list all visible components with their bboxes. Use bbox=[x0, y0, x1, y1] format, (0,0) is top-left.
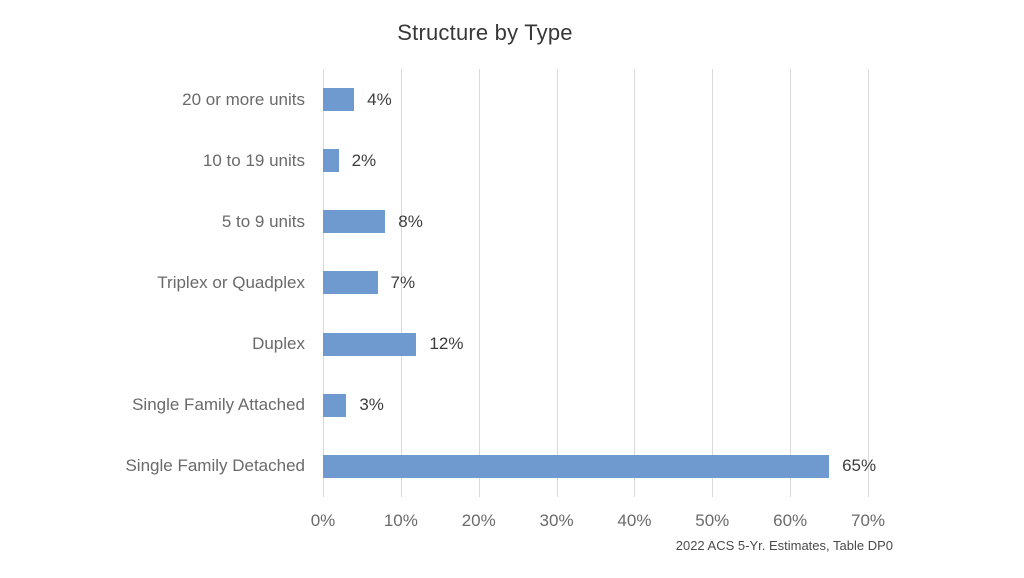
category-label: 10 to 19 units bbox=[202, 150, 305, 170]
bar bbox=[323, 210, 386, 234]
bar bbox=[323, 393, 347, 417]
bar-track: 4% bbox=[323, 69, 868, 130]
value-label: 12% bbox=[429, 334, 464, 354]
bar-track: 65% bbox=[323, 436, 876, 497]
value-label: 65% bbox=[842, 456, 877, 476]
bar-row: 10 to 19 units 2% bbox=[0, 130, 868, 191]
x-axis-tick-label: 20% bbox=[461, 511, 496, 530]
x-axis-tick-label: 0% bbox=[310, 511, 336, 530]
bar bbox=[323, 271, 378, 295]
category-label: Triplex or Quadplex bbox=[157, 272, 305, 292]
chart-title: Structure by Type bbox=[397, 20, 573, 45]
bar-row: Triplex or Quadplex 7% bbox=[0, 252, 868, 313]
bar-track: 3% bbox=[323, 375, 868, 436]
gridline bbox=[790, 69, 792, 497]
bar-row: Duplex 12% bbox=[0, 314, 868, 375]
source-note: 2022 ACS 5-Yr. Estimates, Table DP0 bbox=[675, 538, 893, 553]
bar bbox=[323, 454, 830, 478]
x-axis-tick-label: 60% bbox=[773, 511, 808, 530]
x-axis-tick-label: 30% bbox=[539, 511, 574, 530]
category-label: Duplex bbox=[252, 334, 305, 354]
gridline bbox=[556, 69, 558, 497]
gridline bbox=[478, 69, 480, 497]
value-label: 2% bbox=[351, 150, 377, 170]
chart-region: 20 or more units 4% 10 to 19 units 2% 5 … bbox=[0, 69, 876, 497]
category-label: 5 to 9 units bbox=[221, 211, 305, 231]
gridline bbox=[634, 69, 636, 497]
bar-row: Single Family Detached 65% bbox=[0, 436, 876, 497]
bar bbox=[323, 88, 355, 112]
x-axis-tick-label: 40% bbox=[617, 511, 652, 530]
category-label: Single Family Detached bbox=[125, 456, 305, 476]
x-axis-tick-label: 10% bbox=[383, 511, 418, 530]
gridline bbox=[868, 69, 869, 497]
bar bbox=[323, 149, 339, 173]
category-label: 20 or more units bbox=[182, 89, 305, 109]
gridline bbox=[400, 69, 402, 497]
x-axis: 0% 10% 20% 30% 40% 50% 60% 70% bbox=[311, 511, 885, 535]
bar-rows: 20 or more units 4% 10 to 19 units 2% 5 … bbox=[0, 69, 876, 497]
bar-row: Single Family Attached 3% bbox=[0, 375, 868, 436]
bar-track: 7% bbox=[323, 252, 868, 313]
bar-row: 5 to 9 units 8% bbox=[0, 191, 868, 252]
bar-track: 2% bbox=[323, 130, 868, 191]
x-axis-tick-label: 70% bbox=[850, 511, 886, 530]
category-label: Single Family Attached bbox=[132, 395, 305, 415]
value-label: 8% bbox=[398, 211, 423, 231]
bar-track: 12% bbox=[323, 314, 868, 375]
gridline bbox=[712, 69, 714, 497]
bar-track: 8% bbox=[323, 191, 868, 252]
value-label: 7% bbox=[390, 272, 416, 292]
value-label: 4% bbox=[367, 89, 392, 109]
bar bbox=[323, 332, 417, 356]
x-axis-tick-label: 50% bbox=[695, 511, 730, 530]
bar-row: 20 or more units 4% bbox=[0, 69, 868, 130]
value-label: 3% bbox=[359, 395, 384, 415]
